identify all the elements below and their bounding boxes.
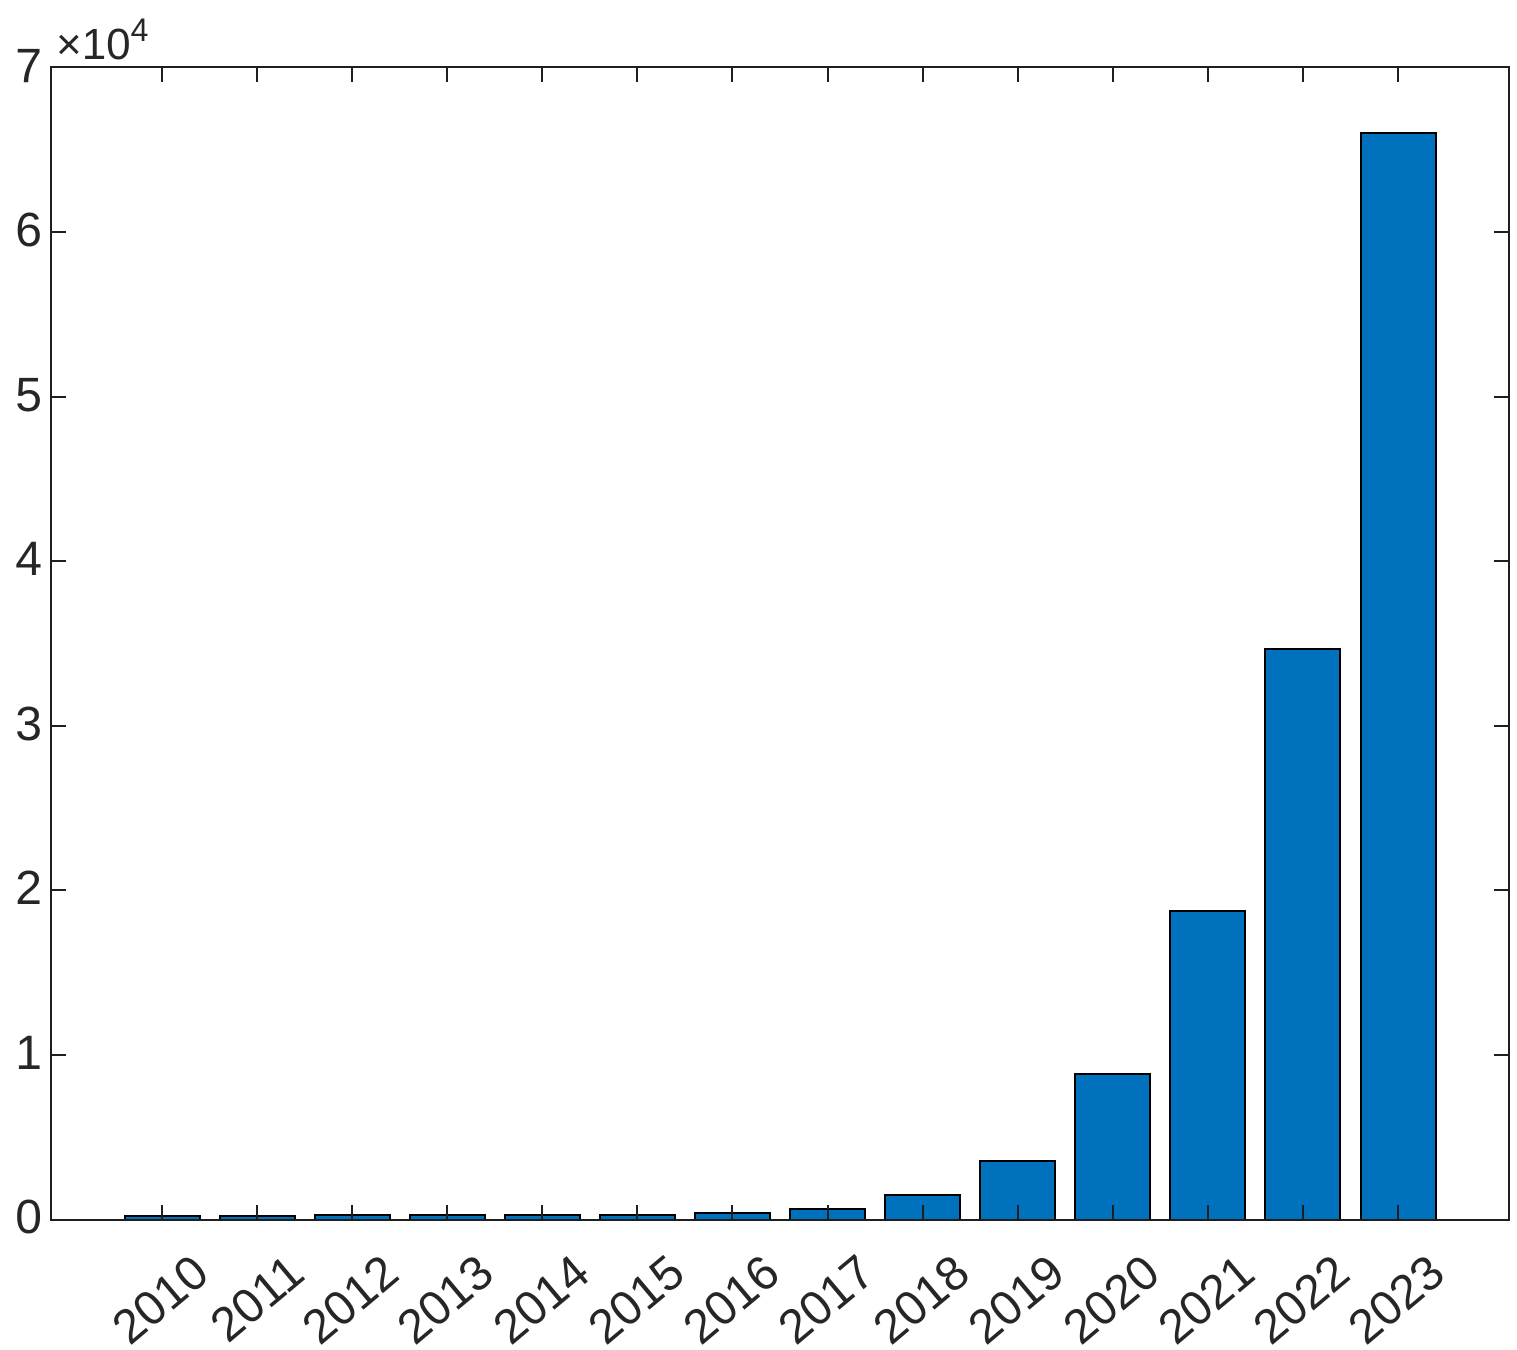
y-tick-label-3: 3: [15, 697, 42, 751]
x-tick-top-2016: [731, 68, 734, 82]
y-axis-multiplier-base: ×10: [56, 20, 131, 69]
bar-2020: [1074, 1073, 1152, 1219]
x-tick-top-2019: [1016, 68, 1019, 82]
x-tick-bottom-2012: [351, 1205, 354, 1219]
bar-2021: [1169, 910, 1247, 1219]
y-tick-right-5: [1494, 395, 1508, 398]
x-tick-bottom-2010: [161, 1205, 163, 1219]
x-tick-top-2011: [256, 68, 259, 82]
y-tick-right-3: [1494, 724, 1508, 727]
x-tick-label-2022: 2022: [1243, 1245, 1360, 1350]
x-tick-label-2019: 2019: [958, 1245, 1075, 1350]
x-tick-top-2017: [826, 68, 829, 82]
x-tick-bottom-2022: [1301, 1205, 1304, 1219]
x-tick-top-2014: [541, 68, 544, 82]
x-tick-label-2014: 2014: [483, 1245, 600, 1350]
x-tick-label-2012: 2012: [293, 1245, 409, 1350]
x-tick-bottom-2017: [826, 1205, 829, 1219]
y-tick-left-5: [52, 395, 66, 398]
x-tick-top-2022: [1301, 68, 1304, 82]
x-tick-label-2011: 2011: [200, 1245, 314, 1350]
y-tick-right-2: [1494, 889, 1508, 892]
x-tick-top-2013: [446, 68, 449, 82]
y-tick-label-6: 6: [15, 204, 42, 258]
x-tick-label-2021: 2021: [1148, 1245, 1265, 1350]
x-tick-label-2020: 2020: [1053, 1245, 1170, 1350]
x-tick-label-2013: 2013: [388, 1245, 505, 1350]
x-tick-bottom-2020: [1111, 1205, 1114, 1219]
x-tick-bottom-2011: [256, 1205, 259, 1219]
y-tick-left-3: [52, 724, 66, 727]
y-axis-multiplier-label: ×104: [56, 6, 148, 69]
x-tick-label-2023: 2023: [1338, 1245, 1455, 1350]
x-tick-bottom-2018: [921, 1205, 924, 1219]
x-tick-top-2015: [636, 68, 639, 82]
x-tick-bottom-2014: [541, 1205, 544, 1219]
plot-area: [50, 66, 1510, 1221]
x-tick-label-2018: 2018: [863, 1245, 980, 1350]
y-tick-label-4: 4: [15, 533, 42, 587]
x-tick-label-2017: 2017: [768, 1245, 885, 1350]
x-tick-bottom-2015: [636, 1205, 639, 1219]
y-tick-left-6: [52, 231, 66, 234]
x-tick-label-2016: 2016: [673, 1245, 790, 1350]
x-tick-label-2015: 2015: [578, 1245, 695, 1350]
y-tick-right-6: [1494, 231, 1508, 234]
x-tick-bottom-2019: [1016, 1205, 1019, 1219]
y-tick-left-2: [52, 889, 66, 892]
x-tick-top-2021: [1206, 68, 1209, 82]
y-tick-label-1: 1: [15, 1026, 42, 1080]
x-tick-top-2018: [921, 68, 924, 82]
y-tick-label-0: 0: [15, 1191, 42, 1244]
y-tick-label-5: 5: [15, 368, 42, 422]
y-tick-label-7: 7: [15, 40, 42, 93]
y-tick-right-1: [1494, 1053, 1508, 1056]
x-tick-bottom-2016: [731, 1205, 734, 1219]
x-tick-bottom-2021: [1206, 1205, 1209, 1219]
bar-2022: [1264, 648, 1342, 1219]
y-tick-right-4: [1494, 560, 1508, 563]
x-tick-top-2023: [1397, 68, 1399, 82]
x-tick-top-2020: [1111, 68, 1114, 82]
y-tick-label-2: 2: [15, 862, 42, 916]
y-axis-multiplier-exponent: 4: [130, 12, 149, 48]
bar-2023: [1359, 132, 1437, 1219]
x-tick-label-2010: 2010: [102, 1245, 219, 1350]
y-tick-left-4: [52, 560, 66, 563]
x-tick-bottom-2023: [1397, 1205, 1399, 1219]
x-tick-top-2012: [351, 68, 354, 82]
x-tick-bottom-2013: [446, 1205, 449, 1219]
y-tick-left-1: [52, 1053, 66, 1056]
x-tick-top-2010: [161, 68, 163, 82]
